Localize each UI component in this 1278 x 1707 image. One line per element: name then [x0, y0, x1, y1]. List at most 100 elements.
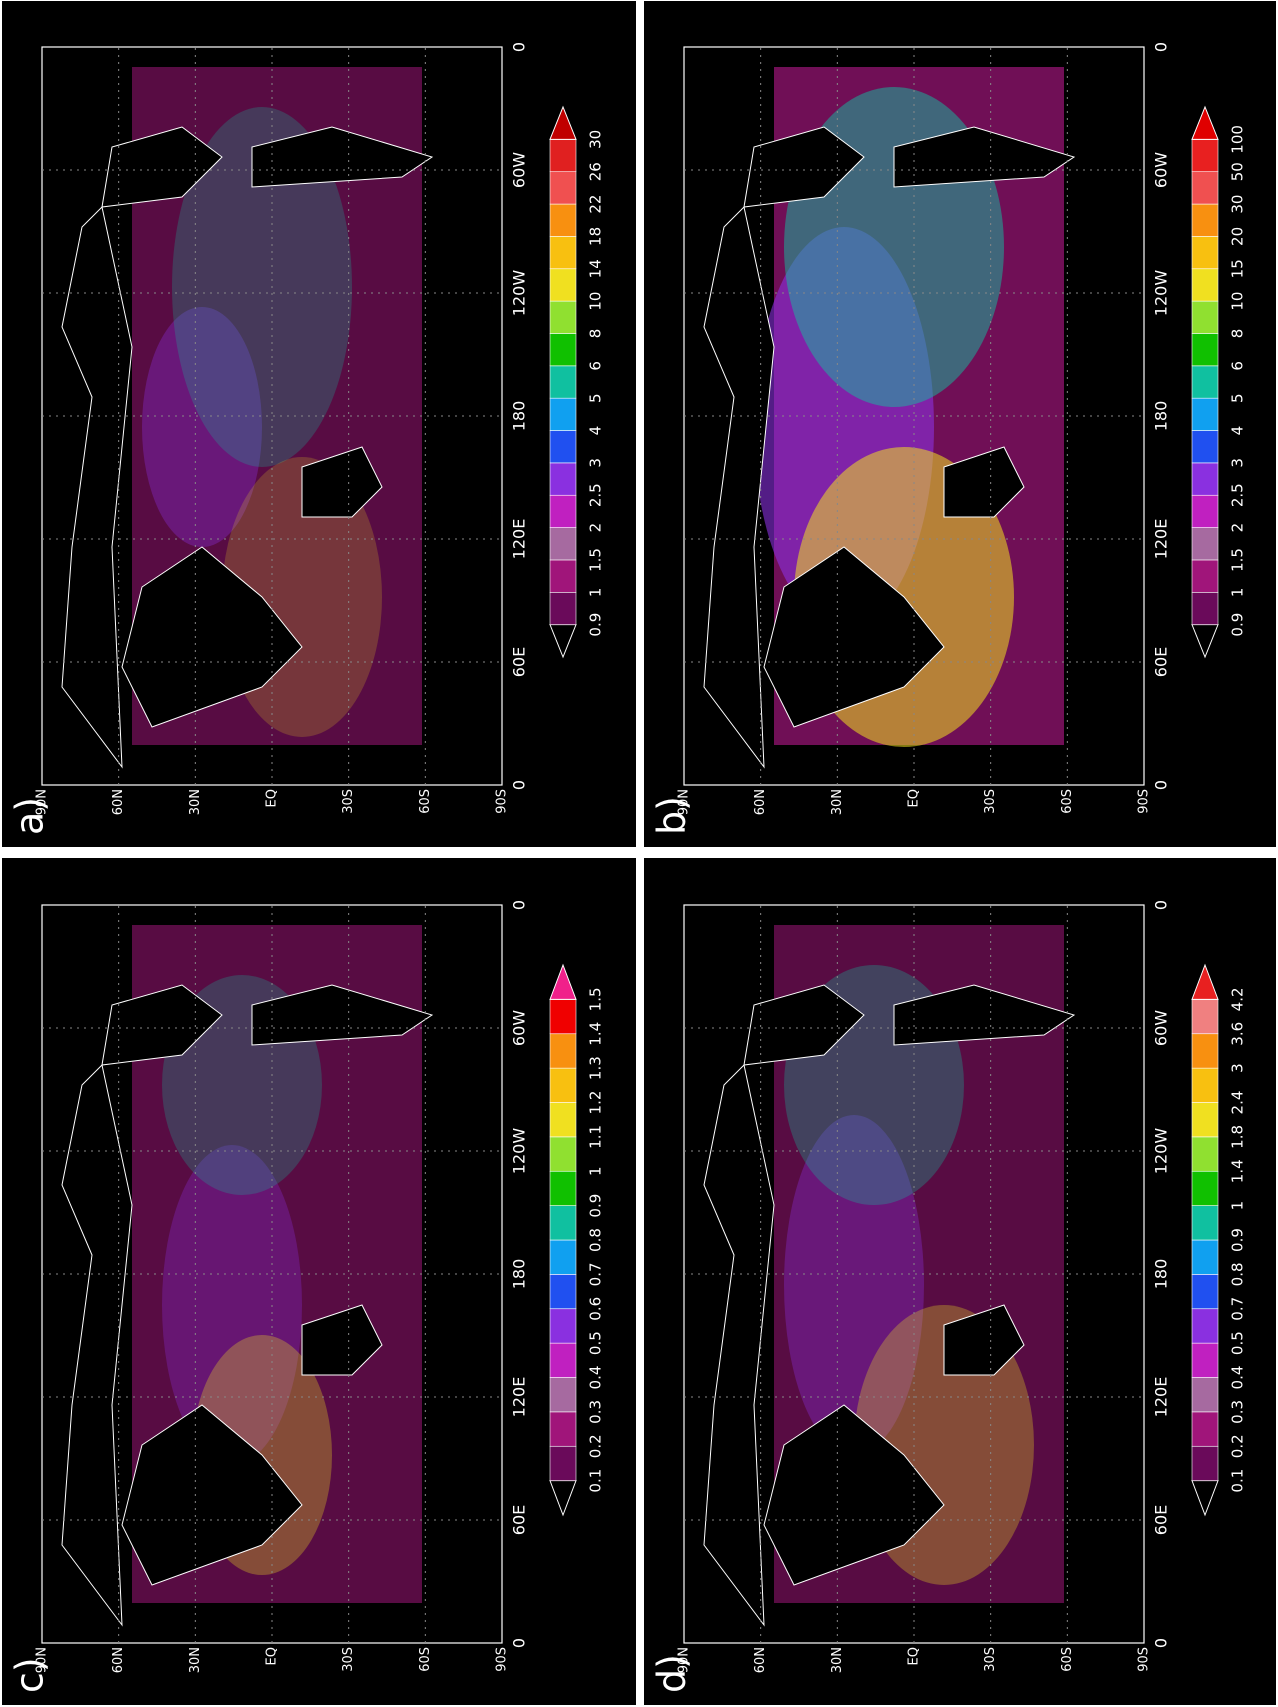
coastline: [101, 984, 223, 1066]
lat-label: 30S: [341, 1647, 356, 1672]
colorbar-box: [549, 999, 577, 1035]
colorbar-label: 0.1: [1229, 1469, 1247, 1493]
colorbar-box: [1191, 203, 1219, 237]
colorbar-label: 18: [587, 227, 605, 246]
lat-label: 90S: [495, 1647, 510, 1672]
colorbar-box: [549, 203, 577, 237]
colorbar-box: [549, 1067, 577, 1103]
colorbar-box: [1191, 1445, 1219, 1481]
lat-label: 60S: [418, 1647, 433, 1672]
colorbar-label: 5: [587, 393, 605, 403]
colorbar-label: 1: [1229, 1201, 1247, 1211]
lat-label: 90N: [677, 1647, 692, 1673]
field-blob: [784, 1115, 924, 1455]
colorbar-label: 1: [1229, 588, 1247, 598]
colorbar-box: [549, 365, 577, 399]
colorbar-box: [549, 1274, 577, 1310]
lon-label: 0: [1152, 780, 1171, 790]
colorbar-box: [1191, 1033, 1219, 1069]
coastline: [743, 984, 865, 1066]
colorbar-box: [549, 1411, 577, 1447]
panel-label: d): [650, 1654, 694, 1693]
lat-label: 90S: [1137, 789, 1152, 814]
lat-label: 60N: [111, 1647, 126, 1673]
colorbar-label: 30: [587, 130, 605, 149]
colorbar-label: 2: [1229, 523, 1247, 533]
colorbar-label: 1.1: [587, 1125, 605, 1149]
colorbar-label: 0.5: [587, 1331, 605, 1355]
colorbar-label: 1.4: [587, 1022, 605, 1046]
colorbar-label: 0.3: [587, 1400, 605, 1424]
colorbar-box: [549, 462, 577, 496]
colorbar-box: [549, 397, 577, 431]
colorbar-box: [1191, 1274, 1219, 1310]
colorbar-box: [1191, 268, 1219, 302]
colorbar-box: [549, 591, 577, 625]
colorbar-label: 0.9: [587, 1194, 605, 1218]
colorbar-box: [549, 236, 577, 270]
coastline: [943, 446, 1025, 518]
colorbar-box: [1191, 1102, 1219, 1138]
colorbar-box: [549, 1342, 577, 1378]
colorbar-label: 3: [1229, 458, 1247, 468]
colorbar-box: [1191, 999, 1219, 1035]
colorbar-label: 1.2: [587, 1091, 605, 1115]
colorbar-label: 4: [587, 426, 605, 436]
field-blob: [172, 107, 352, 467]
coastline: [893, 126, 1076, 188]
lon-label: 120E: [1152, 1377, 1171, 1418]
coastline: [893, 984, 1076, 1046]
colorbar-label: 26: [587, 162, 605, 181]
colorbar-label: 0.1: [587, 1469, 605, 1493]
lon-label: 60W: [1152, 152, 1171, 188]
colorbar-box: [1191, 397, 1219, 431]
lon-label: 0: [510, 780, 529, 790]
colorbar-box: [1191, 300, 1219, 334]
lat-label: EQ: [907, 1647, 922, 1665]
colorbar-box: [549, 1445, 577, 1481]
colorbar-box: [1191, 1411, 1219, 1447]
field-blob: [162, 1145, 302, 1465]
colorbar-label: 1.5: [1229, 548, 1247, 572]
colorbar-label: 8: [587, 329, 605, 339]
lat-label: 30N: [830, 1647, 845, 1673]
lat-label: EQ: [265, 1647, 280, 1665]
colorbar-box: [549, 1102, 577, 1138]
colorbar-label: 1: [587, 588, 605, 598]
colorbar-label: 6: [1229, 361, 1247, 371]
lat-label: 90N: [677, 789, 692, 815]
lat-label: 60S: [1060, 789, 1075, 814]
lon-label: 180: [510, 1259, 529, 1290]
lon-label: 120W: [1152, 270, 1171, 317]
coastline: [251, 126, 434, 188]
colorbar-box: [1191, 1205, 1219, 1241]
colorbar-label: 3: [587, 458, 605, 468]
colorbar-label: 100: [1229, 125, 1247, 154]
lon-label: 180: [1152, 401, 1171, 432]
colorbar-label: 0.4: [1229, 1366, 1247, 1390]
coastline: [703, 1063, 775, 1627]
coastline: [301, 446, 383, 518]
coastline: [743, 126, 865, 208]
colorbar-label: 0.2: [587, 1434, 605, 1458]
colorbar-label: 0.7: [1229, 1297, 1247, 1321]
colorbar-box: [549, 1170, 577, 1206]
lon-label: 60W: [510, 1010, 529, 1046]
lat-label: 30S: [341, 789, 356, 814]
coastline: [763, 1404, 945, 1586]
lat-label: 60N: [111, 789, 126, 815]
lat-label: 30S: [983, 789, 998, 814]
lon-label: 0: [510, 1638, 529, 1648]
colorbar-label: 1.8: [1229, 1125, 1247, 1149]
colorbar-label: 6: [587, 361, 605, 371]
colorbar-label: 0.9: [1229, 613, 1247, 637]
colorbar-box: [549, 430, 577, 464]
lat-label: EQ: [907, 789, 922, 807]
colorbar-label: 14: [587, 259, 605, 278]
colorbar-label: 1.5: [587, 548, 605, 572]
colorbar-box: [1191, 1067, 1219, 1103]
colorbar-box: [549, 1377, 577, 1413]
colorbar-label: 50: [1229, 162, 1247, 181]
